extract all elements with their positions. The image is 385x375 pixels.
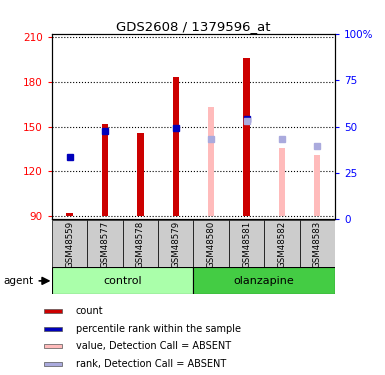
- Text: agent: agent: [4, 276, 34, 285]
- Text: GSM48579: GSM48579: [171, 220, 180, 268]
- Text: GSM48559: GSM48559: [65, 220, 74, 268]
- Bar: [172, 77, 179, 216]
- Bar: [67, 213, 73, 216]
- Bar: [229, 220, 264, 268]
- Text: GSM48582: GSM48582: [277, 220, 286, 268]
- Bar: [44, 362, 62, 366]
- Text: olanzapine: olanzapine: [234, 276, 295, 286]
- Bar: [137, 132, 144, 216]
- Text: control: control: [104, 276, 142, 286]
- Bar: [44, 309, 62, 313]
- Bar: [208, 107, 214, 216]
- Bar: [52, 267, 193, 294]
- Bar: [102, 124, 108, 216]
- Text: count: count: [76, 306, 104, 316]
- Bar: [52, 220, 87, 268]
- Text: GSM48577: GSM48577: [100, 220, 110, 268]
- Bar: [193, 267, 335, 294]
- Bar: [314, 155, 320, 216]
- Bar: [44, 344, 62, 348]
- Bar: [44, 327, 62, 331]
- Text: GSM48578: GSM48578: [136, 220, 145, 268]
- Text: rank, Detection Call = ABSENT: rank, Detection Call = ABSENT: [76, 359, 226, 369]
- Bar: [87, 220, 123, 268]
- Bar: [279, 147, 285, 216]
- Text: GSM48583: GSM48583: [313, 220, 322, 268]
- Bar: [123, 220, 158, 268]
- Bar: [158, 220, 193, 268]
- Text: value, Detection Call = ABSENT: value, Detection Call = ABSENT: [76, 341, 231, 351]
- Bar: [243, 58, 250, 216]
- Bar: [300, 220, 335, 268]
- Bar: [264, 220, 300, 268]
- Text: GSM48581: GSM48581: [242, 220, 251, 268]
- Bar: [193, 220, 229, 268]
- Title: GDS2608 / 1379596_at: GDS2608 / 1379596_at: [116, 20, 271, 33]
- Text: GSM48580: GSM48580: [207, 220, 216, 268]
- Text: percentile rank within the sample: percentile rank within the sample: [76, 324, 241, 334]
